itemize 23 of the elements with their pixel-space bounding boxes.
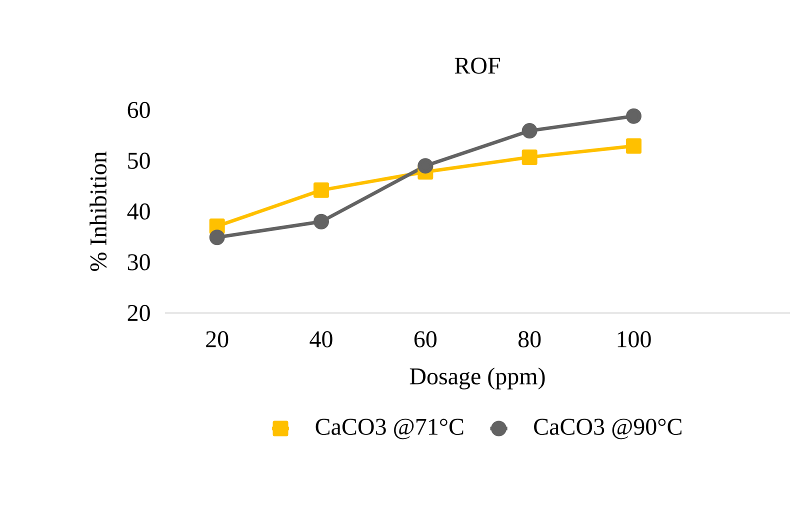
- point: [626, 138, 642, 154]
- legend-label: CaCO3 @71°C: [316, 418, 464, 440]
- y-tick-label: 40: [127, 203, 150, 220]
- x-tick-label: 100: [618, 331, 651, 348]
- point: [314, 214, 330, 230]
- y-tick-label: 50: [128, 152, 150, 169]
- chart-title: ROF: [454, 58, 500, 74]
- point: [209, 230, 225, 246]
- y-axis-title: % Inhibition: [90, 152, 107, 272]
- x-tick-label: 60: [414, 331, 437, 348]
- legend-label: CaCO3 @90°C: [534, 418, 682, 440]
- x-tick-label: 80: [518, 331, 541, 348]
- y-tick-label: 20: [128, 304, 150, 322]
- point: [522, 123, 538, 139]
- x-tick-label: 20: [206, 331, 228, 348]
- point: [626, 108, 642, 124]
- x-axis-title: Dosage (ppm): [410, 368, 545, 390]
- x-tick-label: 40: [310, 331, 332, 348]
- y-tick-label: 60: [128, 102, 150, 118]
- point: [522, 149, 538, 165]
- y-tick-label: 30: [128, 254, 150, 270]
- point: [314, 182, 330, 198]
- point: [418, 158, 434, 174]
